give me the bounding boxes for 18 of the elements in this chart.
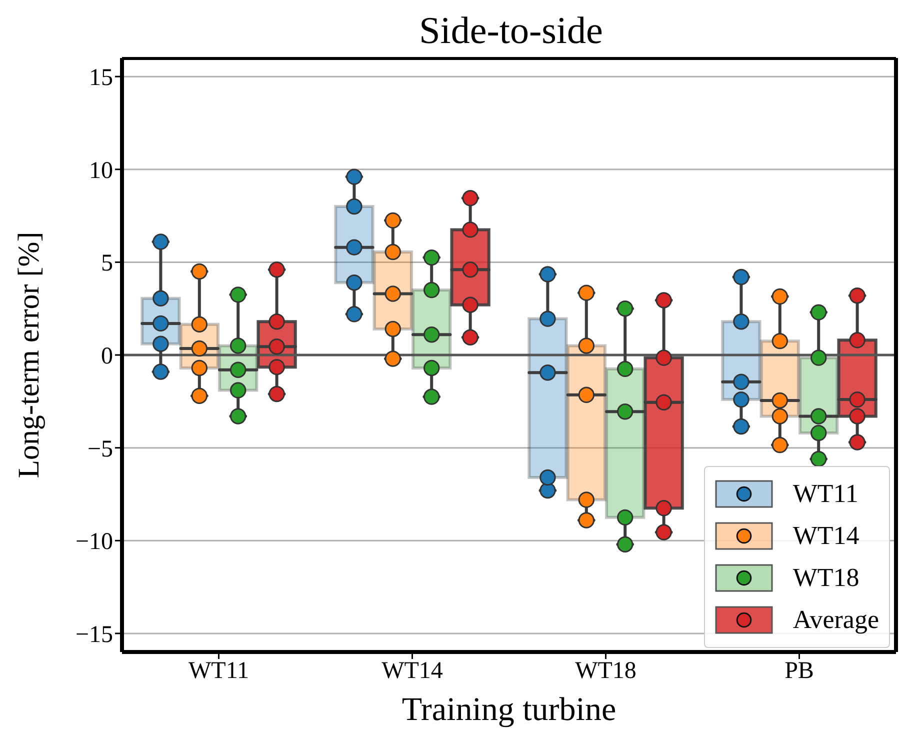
x-axis-title: Training turbine <box>402 692 616 728</box>
x-tick-label: WT14 <box>382 658 443 684</box>
y-tick-label: 15 <box>89 65 113 92</box>
y-tick-label: 5 <box>101 250 113 277</box>
legend-label: WT11 <box>792 479 858 509</box>
y-tick-label: −5 <box>87 436 113 462</box>
legend-label: WT18 <box>792 563 860 593</box>
x-tick-label: WT11 <box>188 658 249 684</box>
y-tick-label: 0 <box>101 344 113 370</box>
legend-label: WT14 <box>792 521 860 551</box>
y-axis-title: Long-term error [%] <box>12 232 46 478</box>
y-tick-label: −10 <box>75 529 113 556</box>
chart-title: Side-to-side <box>418 9 604 54</box>
legend-label: Average <box>792 605 879 635</box>
x-tick-label: PB <box>784 658 814 684</box>
x-tick-label: WT18 <box>575 658 636 684</box>
y-tick-label: −15 <box>75 622 113 648</box>
y-tick-label: 10 <box>89 158 113 184</box>
